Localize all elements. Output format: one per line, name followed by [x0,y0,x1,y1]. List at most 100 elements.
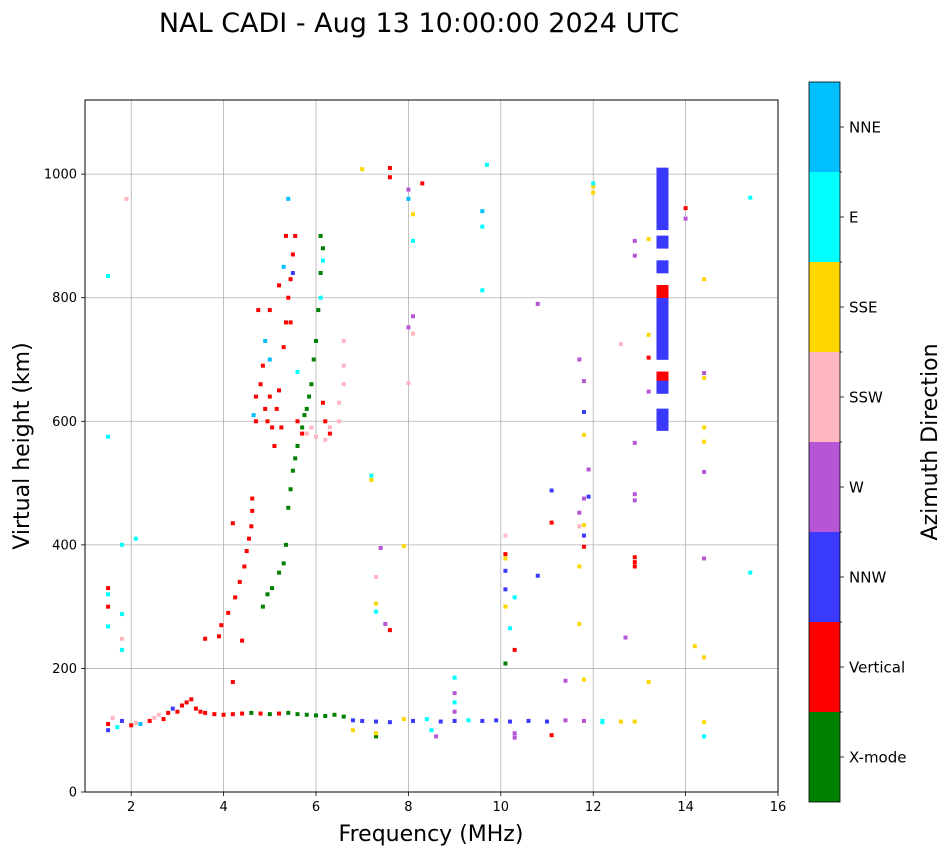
echo-point [233,595,238,600]
echo-point [295,444,300,448]
echo-point [702,371,707,376]
echo-point [512,647,517,652]
echo-point [632,719,637,724]
echo-point [656,334,669,348]
echo-point [512,595,517,600]
echo-point [581,410,586,415]
echo-point [304,431,309,436]
echo-point [106,586,111,591]
echo-point [656,417,669,431]
echo-point [265,419,270,424]
echo-point [401,544,406,549]
echo-point [494,718,499,723]
echo-point [302,413,307,418]
echo-point [256,308,261,313]
echo-point [212,712,217,717]
echo-point [702,556,707,561]
echo-point [656,297,669,311]
echo-point [332,712,337,717]
echo-markers [106,162,753,740]
echo-point [480,288,485,293]
plot-area: 2 4 6 8 10 12 14 16 0 200 400 600 800 1000 [44,99,786,815]
echo-point [240,638,245,643]
echo-point [581,544,586,549]
echo-point [314,338,318,343]
echo-point [350,718,355,723]
echo-point [290,252,295,257]
echo-point [270,425,275,430]
echo-point [656,285,669,299]
echo-point [288,320,293,325]
echo-point [702,469,707,474]
echo-point [503,533,508,538]
x-tick-label: 10 [493,800,510,815]
axis-ticks: 2 4 6 8 10 12 14 16 0 200 400 600 800 1000 [44,168,786,815]
echo-point [632,498,637,503]
colorbar-title: Azimuth Direction [918,343,943,540]
echo-point [360,167,365,172]
echo-point [260,363,265,368]
echo-point [180,703,185,708]
echo-point [156,712,161,717]
echo-point [434,734,439,739]
colorbar-tick-label: NNW [849,569,886,587]
echo-point [656,322,669,336]
plot-background [85,100,778,792]
echo-point [170,706,175,711]
echo-point [656,235,669,249]
echo-point [106,624,111,629]
echo-point [387,165,392,170]
echo-point [258,711,263,716]
echo-point [563,718,568,723]
echo-point [420,181,425,186]
x-tick-label: 12 [585,800,602,815]
echo-point [166,710,171,715]
echo-point [632,492,637,497]
colorbar-swatch [809,532,840,622]
echo-point [226,610,231,615]
echo-point [277,388,282,393]
echo-point [656,346,669,360]
echo-point [251,413,256,418]
echo-point [267,357,272,362]
echo-point [503,552,508,557]
colorbar-swatch [809,352,840,442]
echo-point [314,434,318,439]
echo-point [683,216,688,221]
echo-point [369,473,374,478]
x-tick-label: 8 [404,800,412,815]
echo-point [508,626,513,631]
colorbar-tick-label: X-mode [849,749,906,767]
echo-point [600,718,605,723]
y-tick-label: 0 [69,786,77,801]
echo-point [129,723,134,728]
echo-point [318,295,323,300]
echo-point [618,342,623,347]
echo-point [175,709,180,714]
echo-point [581,533,586,538]
echo-point [307,394,312,399]
echo-point [138,722,143,727]
echo-point [258,382,263,387]
echo-point [581,496,586,501]
echo-point [512,735,517,740]
echo-point [247,536,252,541]
echo-point [119,636,124,641]
colorbar-frame [808,81,841,803]
echo-point [374,731,379,736]
echo-point [267,712,272,717]
echo-point [133,720,138,725]
echo-point [216,634,221,639]
echo-point [503,568,508,573]
echo-point [656,260,669,274]
echo-point [406,380,411,385]
echo-point [466,718,471,723]
echo-point [702,734,707,739]
echo-point [300,425,305,430]
echo-point [119,612,124,617]
echo-point [632,564,637,569]
echo-point [279,425,284,430]
echo-point [198,709,203,714]
echo-point [374,574,379,579]
echo-point [646,355,651,360]
